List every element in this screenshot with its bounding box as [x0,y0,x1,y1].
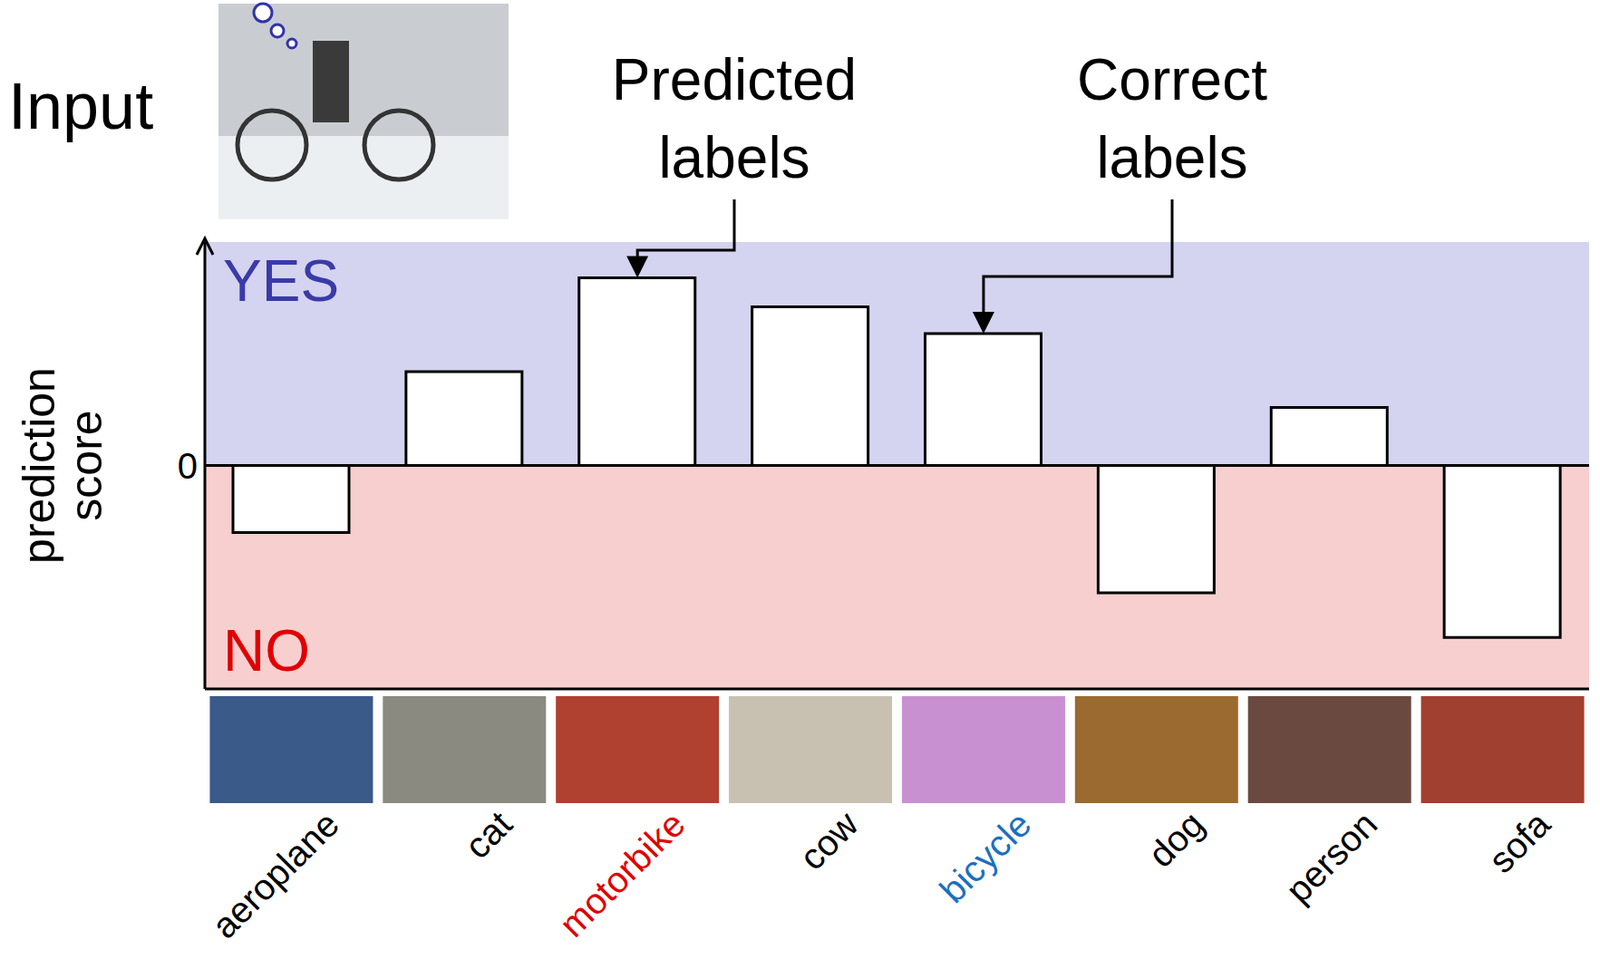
svg-text:YES: YES [223,248,340,314]
svg-text:Correctlabels: Correctlabels [1076,47,1268,191]
svg-text:person: person [1278,804,1386,912]
svg-text:0: 0 [177,446,198,486]
svg-text:sofa: sofa [1481,803,1559,881]
svg-text:aeroplane: aeroplane [203,804,347,947]
svg-text:predictionscore: predictionscore [13,367,112,564]
svg-text:cat: cat [456,804,520,867]
svg-text:NO: NO [223,618,311,684]
svg-text:cow: cow [791,803,865,877]
svg-text:Predictedlabels: Predictedlabels [611,47,857,191]
svg-text:bicycle: bicycle [931,804,1039,912]
svg-text:dog: dog [1140,804,1212,875]
svg-text:Input: Input [8,69,154,143]
svg-text:motorbike: motorbike [552,804,693,945]
